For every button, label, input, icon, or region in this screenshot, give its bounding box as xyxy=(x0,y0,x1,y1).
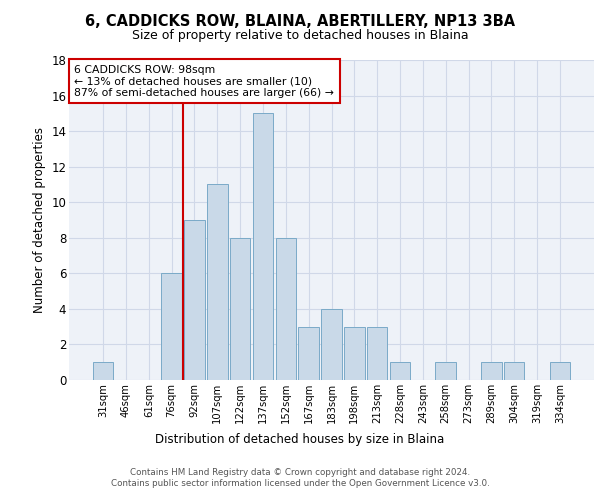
Bar xyxy=(253,114,273,380)
Text: Size of property relative to detached houses in Blaina: Size of property relative to detached ho… xyxy=(131,29,469,42)
Bar xyxy=(550,362,570,380)
Text: 6, CADDICKS ROW, BLAINA, ABERTILLERY, NP13 3BA: 6, CADDICKS ROW, BLAINA, ABERTILLERY, NP… xyxy=(85,14,515,29)
Bar xyxy=(390,362,410,380)
Text: Contains HM Land Registry data © Crown copyright and database right 2024.
Contai: Contains HM Land Registry data © Crown c… xyxy=(110,468,490,487)
Bar xyxy=(207,184,227,380)
Bar xyxy=(298,326,319,380)
Bar xyxy=(184,220,205,380)
Bar xyxy=(367,326,388,380)
Bar xyxy=(344,326,365,380)
Bar xyxy=(504,362,524,380)
Bar xyxy=(481,362,502,380)
Bar xyxy=(161,274,182,380)
Bar xyxy=(321,309,342,380)
Y-axis label: Number of detached properties: Number of detached properties xyxy=(32,127,46,313)
Bar xyxy=(275,238,296,380)
Bar xyxy=(436,362,456,380)
Text: Distribution of detached houses by size in Blaina: Distribution of detached houses by size … xyxy=(155,432,445,446)
Bar xyxy=(93,362,113,380)
Bar xyxy=(230,238,250,380)
Text: 6 CADDICKS ROW: 98sqm
← 13% of detached houses are smaller (10)
87% of semi-deta: 6 CADDICKS ROW: 98sqm ← 13% of detached … xyxy=(74,65,334,98)
